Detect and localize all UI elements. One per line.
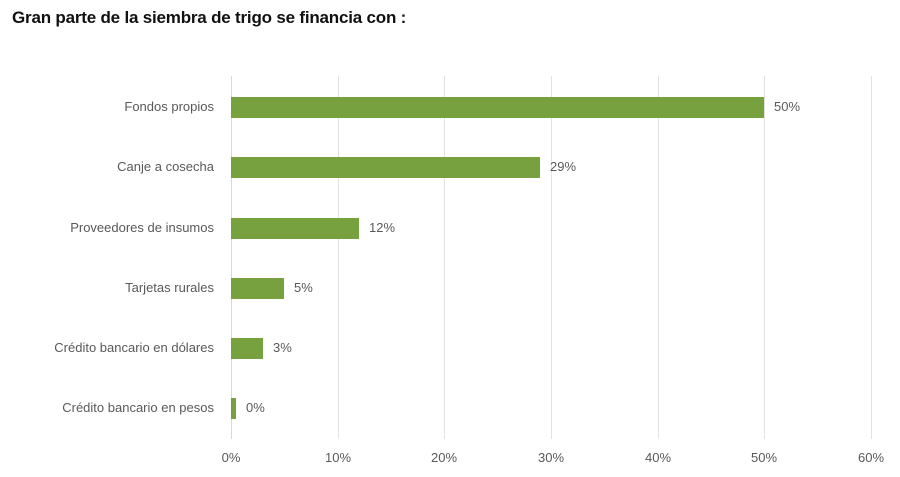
value-label: 12%: [369, 220, 396, 235]
bar: [231, 97, 764, 118]
gridline: [551, 76, 552, 439]
category-label: Crédito bancario en dólares: [54, 340, 214, 355]
x-tick-label: 40%: [644, 450, 672, 465]
x-tick-label: 10%: [324, 450, 352, 465]
category-label: Fondos propios: [124, 99, 214, 114]
x-tick-label: 60%: [857, 450, 885, 465]
gridline: [658, 76, 659, 439]
chart-title: Gran parte de la siembra de trigo se fin…: [12, 8, 407, 27]
value-label: 0%: [246, 400, 265, 415]
bar: [231, 338, 263, 359]
gridline: [871, 76, 872, 439]
category-label: Canje a cosecha: [117, 159, 214, 174]
bar: [231, 157, 540, 178]
gridline: [231, 76, 232, 439]
x-tick-label: 50%: [750, 450, 778, 465]
x-tick-label: 30%: [537, 450, 565, 465]
gridline: [764, 76, 765, 439]
value-label: 50%: [774, 99, 801, 114]
value-label: 3%: [273, 340, 292, 355]
gridline: [444, 76, 445, 439]
value-label: 29%: [550, 159, 577, 174]
x-tick-label: 0%: [221, 450, 241, 465]
bar: [231, 278, 284, 299]
bar: [231, 218, 359, 239]
category-label: Crédito bancario en pesos: [62, 400, 214, 415]
bar: [231, 398, 236, 419]
category-label: Tarjetas rurales: [125, 280, 214, 295]
value-label: 5%: [294, 280, 313, 295]
category-label: Proveedores de insumos: [70, 220, 214, 235]
gridline: [338, 76, 339, 439]
x-tick-label: 20%: [430, 450, 458, 465]
